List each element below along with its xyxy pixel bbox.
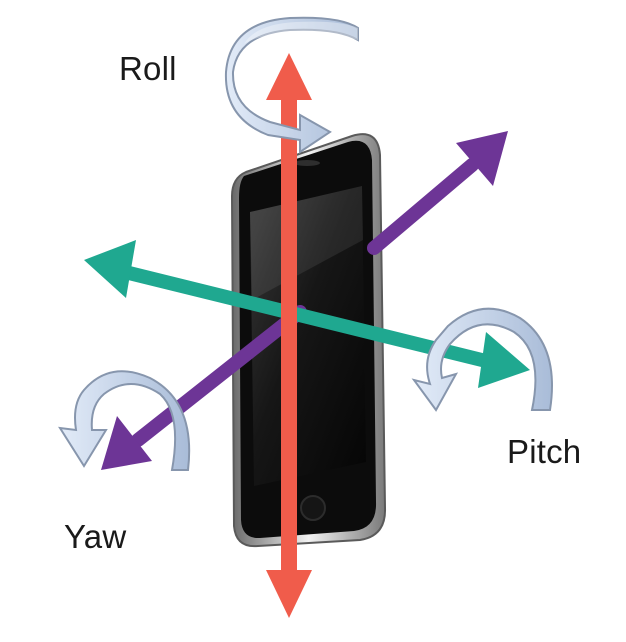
- roll-label: Roll: [119, 50, 177, 87]
- purple-axis-arrow: [101, 131, 508, 470]
- yaw-label: Yaw: [64, 518, 127, 555]
- pitch-label: Pitch: [507, 433, 582, 470]
- pitch-rotation-arrow-icon: [411, 307, 553, 412]
- smartphone-icon: [230, 133, 387, 548]
- teal-axis-arrow: [84, 240, 530, 388]
- roll-rotation-arrow-icon: [224, 16, 359, 154]
- vertical-axis-arrow: [266, 53, 312, 618]
- yaw-rotation-arrow-icon: [58, 370, 191, 471]
